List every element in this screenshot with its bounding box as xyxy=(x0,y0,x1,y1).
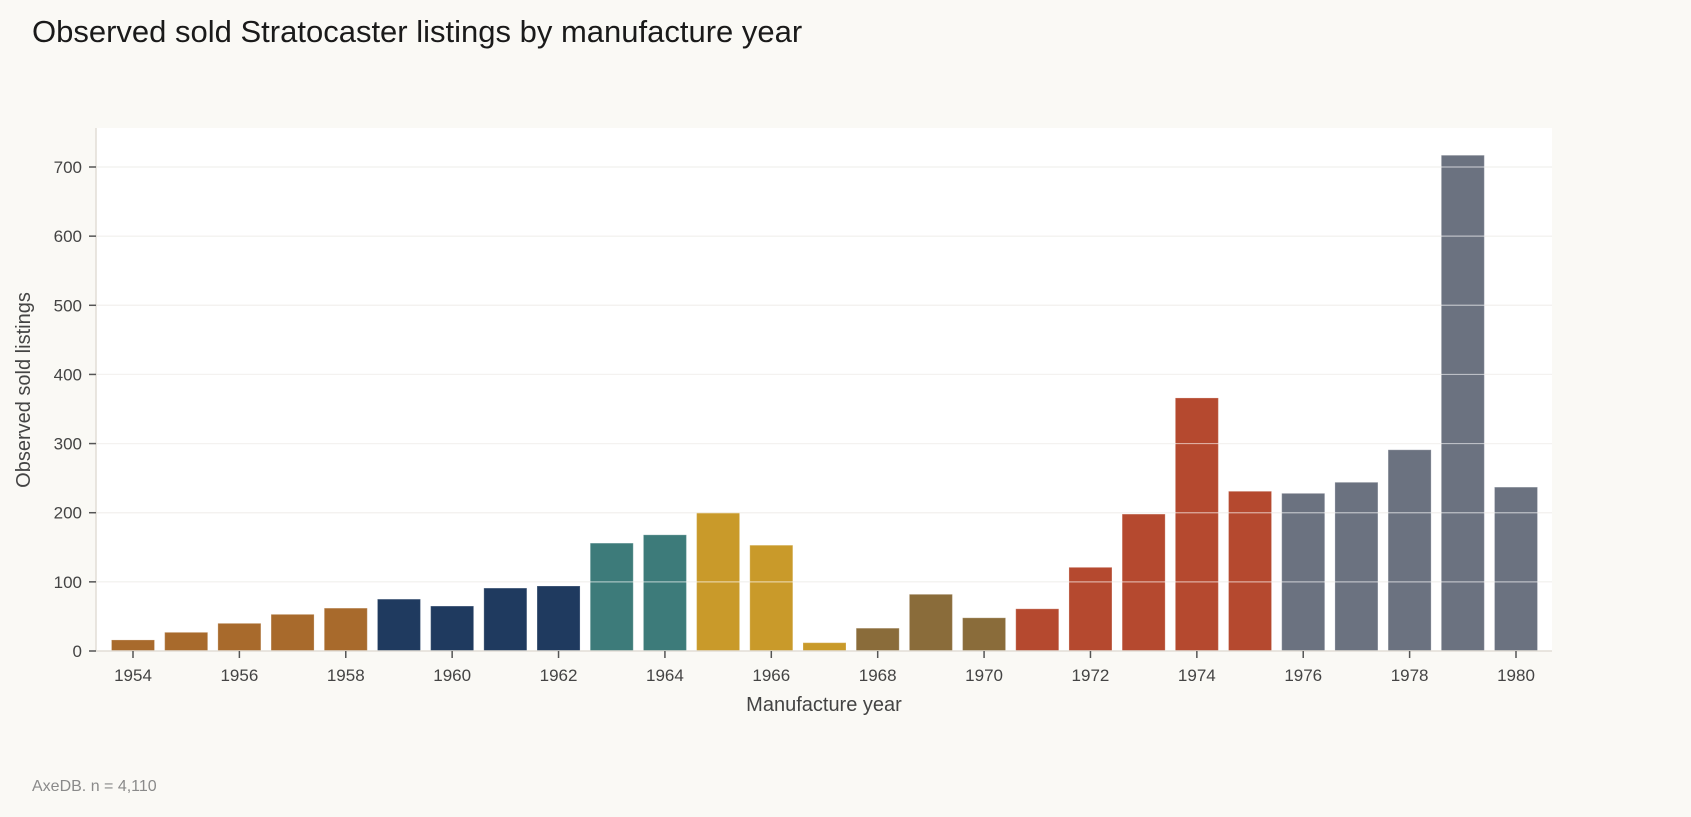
bar-1980 xyxy=(1494,486,1538,652)
chart-title: Observed sold Stratocaster listings by m… xyxy=(32,14,803,49)
bar-1968 xyxy=(855,627,900,652)
bar-1963 xyxy=(589,542,634,652)
y-tick-label: 600 xyxy=(54,227,82,246)
x-tick-label: 1960 xyxy=(433,666,471,685)
x-tick-label: 1964 xyxy=(646,666,684,685)
bar-1960 xyxy=(430,605,475,652)
bar-1976 xyxy=(1281,492,1326,652)
plot-area xyxy=(96,128,1552,651)
bar-1974 xyxy=(1174,397,1219,652)
x-tick-label: 1970 xyxy=(965,666,1003,685)
x-tick-label: 1972 xyxy=(1072,666,1110,685)
y-tick-label: 400 xyxy=(54,365,82,384)
bar-1971 xyxy=(1015,608,1060,652)
bar-1959 xyxy=(376,598,421,652)
x-tick-label: 1974 xyxy=(1178,666,1216,685)
y-tick-label: 700 xyxy=(54,158,82,177)
bar-1957 xyxy=(270,613,315,652)
y-tick-label: 200 xyxy=(54,504,82,523)
bar-1961 xyxy=(483,587,528,652)
y-tick-label: 100 xyxy=(54,573,82,592)
bar-1969 xyxy=(908,593,953,652)
bar-1967 xyxy=(802,642,847,652)
bar-1958 xyxy=(323,607,368,652)
y-tick-label: 500 xyxy=(54,296,82,315)
x-tick-label: 1958 xyxy=(327,666,365,685)
x-tick-label: 1966 xyxy=(752,666,790,685)
bar-1970 xyxy=(962,617,1007,652)
x-axis-label: Manufacture year xyxy=(746,694,902,716)
bar-1977 xyxy=(1334,481,1379,652)
bar-1975 xyxy=(1228,490,1273,652)
x-tick-label: 1980 xyxy=(1497,666,1535,685)
y-tick-label: 0 xyxy=(73,642,82,661)
x-tick-label: 1954 xyxy=(114,666,152,685)
y-axis-label: Observed sold listings xyxy=(13,292,35,488)
bar-1955 xyxy=(164,631,209,652)
x-tick-label: 1976 xyxy=(1284,666,1322,685)
bar-1966 xyxy=(749,544,794,652)
bar-1972 xyxy=(1068,566,1113,652)
x-tick-label: 1978 xyxy=(1391,666,1429,685)
x-tick-label: 1956 xyxy=(220,666,258,685)
bar-1979 xyxy=(1440,154,1485,652)
bar-1954 xyxy=(111,639,155,652)
y-tick-label: 300 xyxy=(54,435,82,454)
bar-1956 xyxy=(217,622,262,652)
x-tick-label: 1968 xyxy=(859,666,897,685)
bar-1973 xyxy=(1121,513,1166,652)
bar-1978 xyxy=(1387,449,1432,652)
bar-1962 xyxy=(536,585,581,652)
source-note: AxeDB. n = 4,110 xyxy=(32,778,157,795)
x-tick-label: 1962 xyxy=(540,666,578,685)
bar-1964 xyxy=(642,534,687,652)
